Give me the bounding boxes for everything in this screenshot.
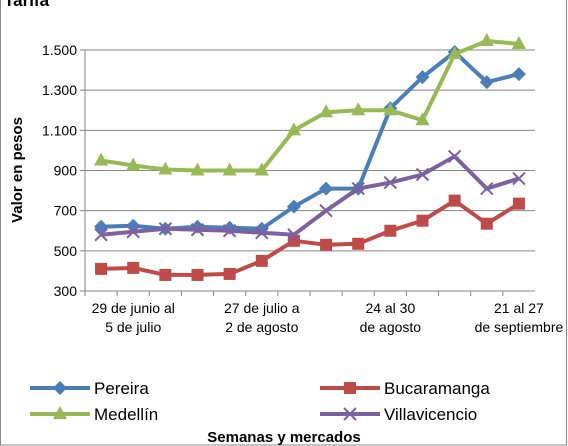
y-tick-label: 1.500	[42, 42, 77, 58]
point	[415, 70, 430, 85]
legend-marker	[343, 407, 357, 421]
x-tick-label: 24 al 30 de agosto	[360, 300, 422, 335]
y-axis-title: Valor en pesos	[9, 117, 26, 223]
point	[320, 238, 333, 251]
point	[352, 237, 365, 250]
y-tick-label: 1.100	[42, 122, 77, 138]
point	[286, 122, 301, 136]
series-line	[100, 38, 520, 173]
y-tick-label: 700	[54, 203, 78, 219]
point	[126, 157, 141, 171]
legend-label: Villavicencio	[384, 405, 477, 424]
point	[383, 102, 398, 116]
point	[319, 104, 334, 118]
point	[512, 197, 525, 210]
point	[222, 162, 237, 176]
point	[159, 268, 172, 281]
point	[190, 223, 205, 237]
point	[319, 181, 334, 196]
y-tick-label: 1.300	[42, 82, 77, 98]
point	[222, 224, 237, 238]
point	[158, 222, 173, 236]
point	[126, 225, 140, 239]
y-tick-label: 900	[54, 163, 78, 179]
x-tick-label: 21 al 27 de septiembre	[475, 300, 564, 335]
point	[287, 228, 301, 242]
point	[416, 214, 429, 227]
point	[255, 226, 269, 240]
point	[158, 161, 173, 175]
x-tick-label: 29 de junio al 5 de julio	[92, 300, 175, 335]
point	[95, 262, 108, 275]
point	[480, 217, 493, 230]
point	[447, 149, 462, 164]
point	[384, 224, 397, 237]
point	[191, 268, 204, 281]
point	[511, 67, 526, 82]
point	[448, 194, 461, 207]
point	[351, 102, 366, 116]
legend-label: Bucaramanga	[384, 379, 490, 398]
y-tick-label: 300	[54, 283, 78, 299]
point	[479, 32, 494, 46]
point	[512, 171, 526, 186]
y-tick-label: 500	[54, 243, 78, 259]
legend-marker	[344, 382, 356, 394]
legend-marker	[53, 406, 67, 419]
point	[94, 228, 108, 242]
point	[94, 152, 109, 166]
point	[190, 162, 205, 176]
point	[447, 46, 462, 60]
point	[127, 261, 140, 274]
x-axis-title: Semanas y mercados	[207, 429, 360, 446]
series-line	[100, 153, 520, 237]
point	[383, 175, 398, 190]
point	[351, 181, 365, 196]
point	[415, 112, 430, 126]
point	[254, 162, 269, 176]
point	[319, 203, 333, 218]
point	[480, 181, 494, 196]
chart-title: Tarifa	[4, 0, 50, 10]
point	[511, 35, 526, 49]
point	[223, 267, 236, 280]
legend-marker	[53, 381, 67, 395]
point	[415, 167, 430, 182]
point	[479, 75, 494, 90]
point	[255, 254, 268, 267]
legend-label: Pereira	[94, 379, 149, 398]
legend-label: Medellín	[94, 405, 158, 424]
point	[286, 199, 301, 214]
